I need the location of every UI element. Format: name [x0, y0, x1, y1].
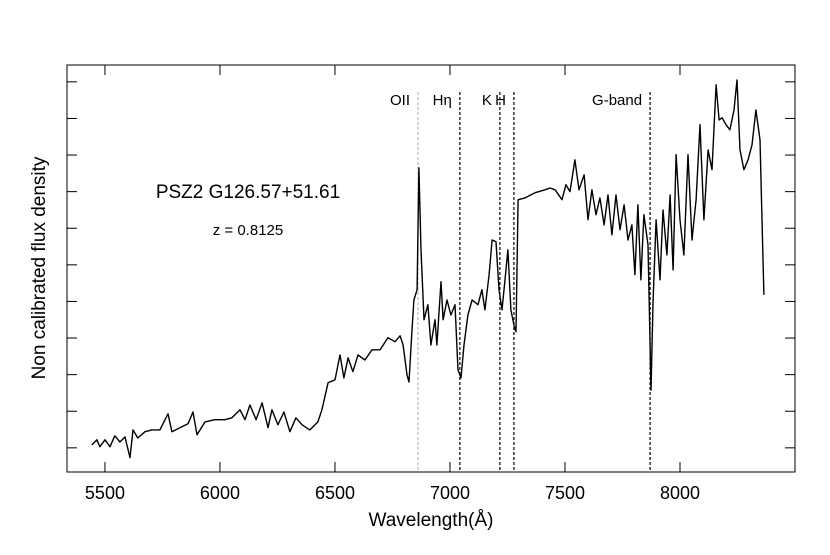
x-axis-label: Wavelength(Å)	[369, 510, 494, 531]
feature-label: H	[495, 92, 506, 109]
x-tick-label: 6500	[315, 483, 355, 503]
cluster-name: PSZ2 G126.57+51.61	[156, 182, 340, 203]
y-axis-label: Non calibrated flux density	[29, 156, 50, 379]
x-tick-label: 6000	[200, 483, 240, 503]
feature-label: K	[482, 92, 492, 109]
redshift: z = 0.8125	[213, 222, 283, 239]
x-tick-label: 7000	[430, 483, 470, 503]
spectrum-line	[91, 79, 765, 459]
feature-label: G-band	[592, 92, 642, 109]
plot-frame	[66, 64, 796, 473]
x-tick-label: 8000	[660, 483, 700, 503]
x-tick-label: 5500	[85, 483, 125, 503]
feature-label: OII	[390, 92, 410, 109]
x-tick-label: 7500	[545, 483, 585, 503]
feature-label: Hη	[433, 92, 452, 109]
